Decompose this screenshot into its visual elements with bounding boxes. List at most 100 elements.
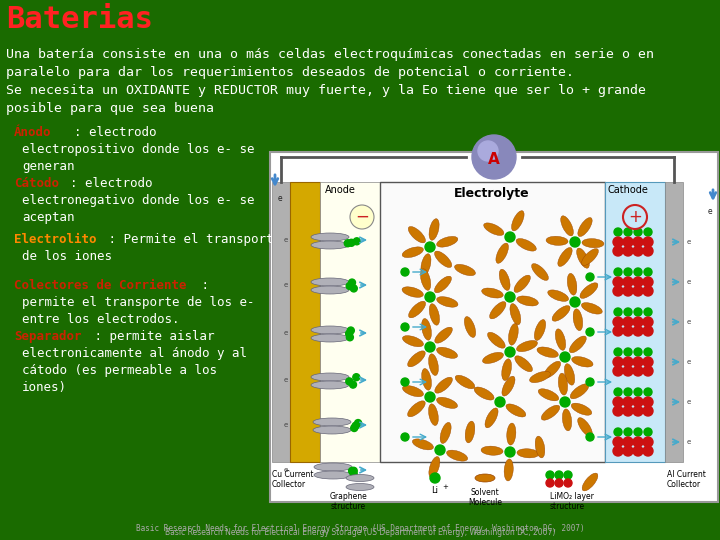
Circle shape	[586, 328, 594, 336]
Circle shape	[643, 397, 653, 407]
Ellipse shape	[455, 375, 474, 389]
Ellipse shape	[429, 303, 439, 325]
Circle shape	[633, 277, 643, 287]
Circle shape	[643, 237, 653, 247]
Circle shape	[613, 237, 623, 247]
Circle shape	[623, 317, 633, 327]
Text: Electrolito: Electrolito	[14, 233, 96, 246]
Ellipse shape	[541, 405, 559, 420]
Ellipse shape	[440, 422, 451, 443]
Circle shape	[643, 446, 653, 456]
Ellipse shape	[487, 332, 505, 348]
Circle shape	[613, 437, 623, 447]
Ellipse shape	[402, 247, 423, 258]
Circle shape	[614, 428, 622, 436]
Text: posible para que sea buena: posible para que sea buena	[6, 102, 214, 115]
Ellipse shape	[506, 404, 526, 417]
Circle shape	[347, 327, 354, 334]
Circle shape	[633, 326, 643, 336]
Text: Basic Research Needs for Electrical Energy Storage (US Department of Energy, Was: Basic Research Needs for Electrical Ener…	[135, 524, 585, 533]
Circle shape	[643, 326, 653, 336]
Text: e: e	[284, 330, 288, 336]
Ellipse shape	[482, 288, 503, 298]
Circle shape	[623, 246, 633, 256]
Circle shape	[624, 308, 632, 316]
FancyBboxPatch shape	[272, 182, 290, 462]
Circle shape	[643, 246, 653, 256]
Ellipse shape	[311, 326, 349, 334]
Text: e: e	[284, 377, 288, 383]
FancyBboxPatch shape	[665, 182, 683, 462]
Ellipse shape	[402, 386, 423, 397]
Ellipse shape	[537, 347, 558, 357]
Text: Graphene
structure: Graphene structure	[329, 492, 367, 511]
Circle shape	[614, 388, 622, 396]
Circle shape	[348, 468, 356, 475]
Circle shape	[643, 286, 653, 296]
Ellipse shape	[558, 373, 567, 395]
Circle shape	[623, 286, 633, 296]
Circle shape	[633, 366, 643, 376]
Circle shape	[634, 268, 642, 276]
Ellipse shape	[564, 364, 575, 385]
FancyBboxPatch shape	[380, 182, 605, 462]
Circle shape	[348, 239, 355, 246]
Text: Una batería consiste en una o más celdas electroquímicas conectadas en serie o e: Una batería consiste en una o más celdas…	[6, 48, 654, 61]
Text: Cathode: Cathode	[607, 185, 648, 195]
Ellipse shape	[464, 316, 476, 338]
Text: : electrodo: : electrodo	[70, 177, 153, 190]
Ellipse shape	[311, 278, 349, 286]
Ellipse shape	[570, 384, 589, 399]
Circle shape	[546, 479, 554, 487]
Text: e: e	[708, 207, 713, 216]
Circle shape	[353, 374, 360, 381]
Circle shape	[624, 228, 632, 236]
Ellipse shape	[475, 474, 495, 482]
Text: : permite aislar: : permite aislar	[87, 330, 215, 343]
Circle shape	[633, 246, 643, 256]
Circle shape	[472, 135, 516, 179]
Ellipse shape	[311, 373, 349, 381]
Circle shape	[634, 228, 642, 236]
Ellipse shape	[408, 301, 426, 318]
Ellipse shape	[346, 483, 374, 490]
Circle shape	[354, 238, 360, 245]
Circle shape	[644, 228, 652, 236]
Ellipse shape	[429, 219, 439, 240]
Circle shape	[425, 392, 435, 402]
Ellipse shape	[422, 319, 431, 340]
Ellipse shape	[313, 418, 351, 426]
Circle shape	[624, 428, 632, 436]
Text: Separador: Separador	[14, 330, 81, 343]
Circle shape	[425, 342, 435, 352]
Ellipse shape	[428, 404, 438, 426]
Circle shape	[546, 471, 554, 479]
Circle shape	[644, 268, 652, 276]
Circle shape	[505, 292, 515, 302]
Ellipse shape	[446, 450, 467, 461]
Circle shape	[351, 285, 357, 292]
Circle shape	[354, 420, 361, 427]
Text: : electrodo: : electrodo	[74, 126, 156, 139]
Circle shape	[351, 424, 358, 431]
Text: e: e	[278, 194, 283, 203]
Ellipse shape	[502, 359, 511, 381]
Ellipse shape	[567, 273, 577, 295]
Text: LiMO₂ layer
structure: LiMO₂ layer structure	[550, 492, 594, 511]
Text: +: +	[442, 484, 448, 490]
Ellipse shape	[346, 475, 374, 482]
Circle shape	[623, 326, 633, 336]
Ellipse shape	[507, 423, 516, 445]
Circle shape	[633, 397, 643, 407]
Circle shape	[633, 286, 643, 296]
Text: Ánodo: Ánodo	[14, 126, 52, 139]
Circle shape	[613, 366, 623, 376]
Ellipse shape	[311, 381, 349, 389]
Ellipse shape	[572, 356, 593, 367]
Text: electropositivo donde los e- se: electropositivo donde los e- se	[22, 143, 254, 156]
Ellipse shape	[510, 303, 521, 325]
Ellipse shape	[539, 389, 559, 401]
Ellipse shape	[514, 275, 531, 293]
Text: Li: Li	[431, 486, 438, 495]
Text: e: e	[687, 439, 691, 445]
